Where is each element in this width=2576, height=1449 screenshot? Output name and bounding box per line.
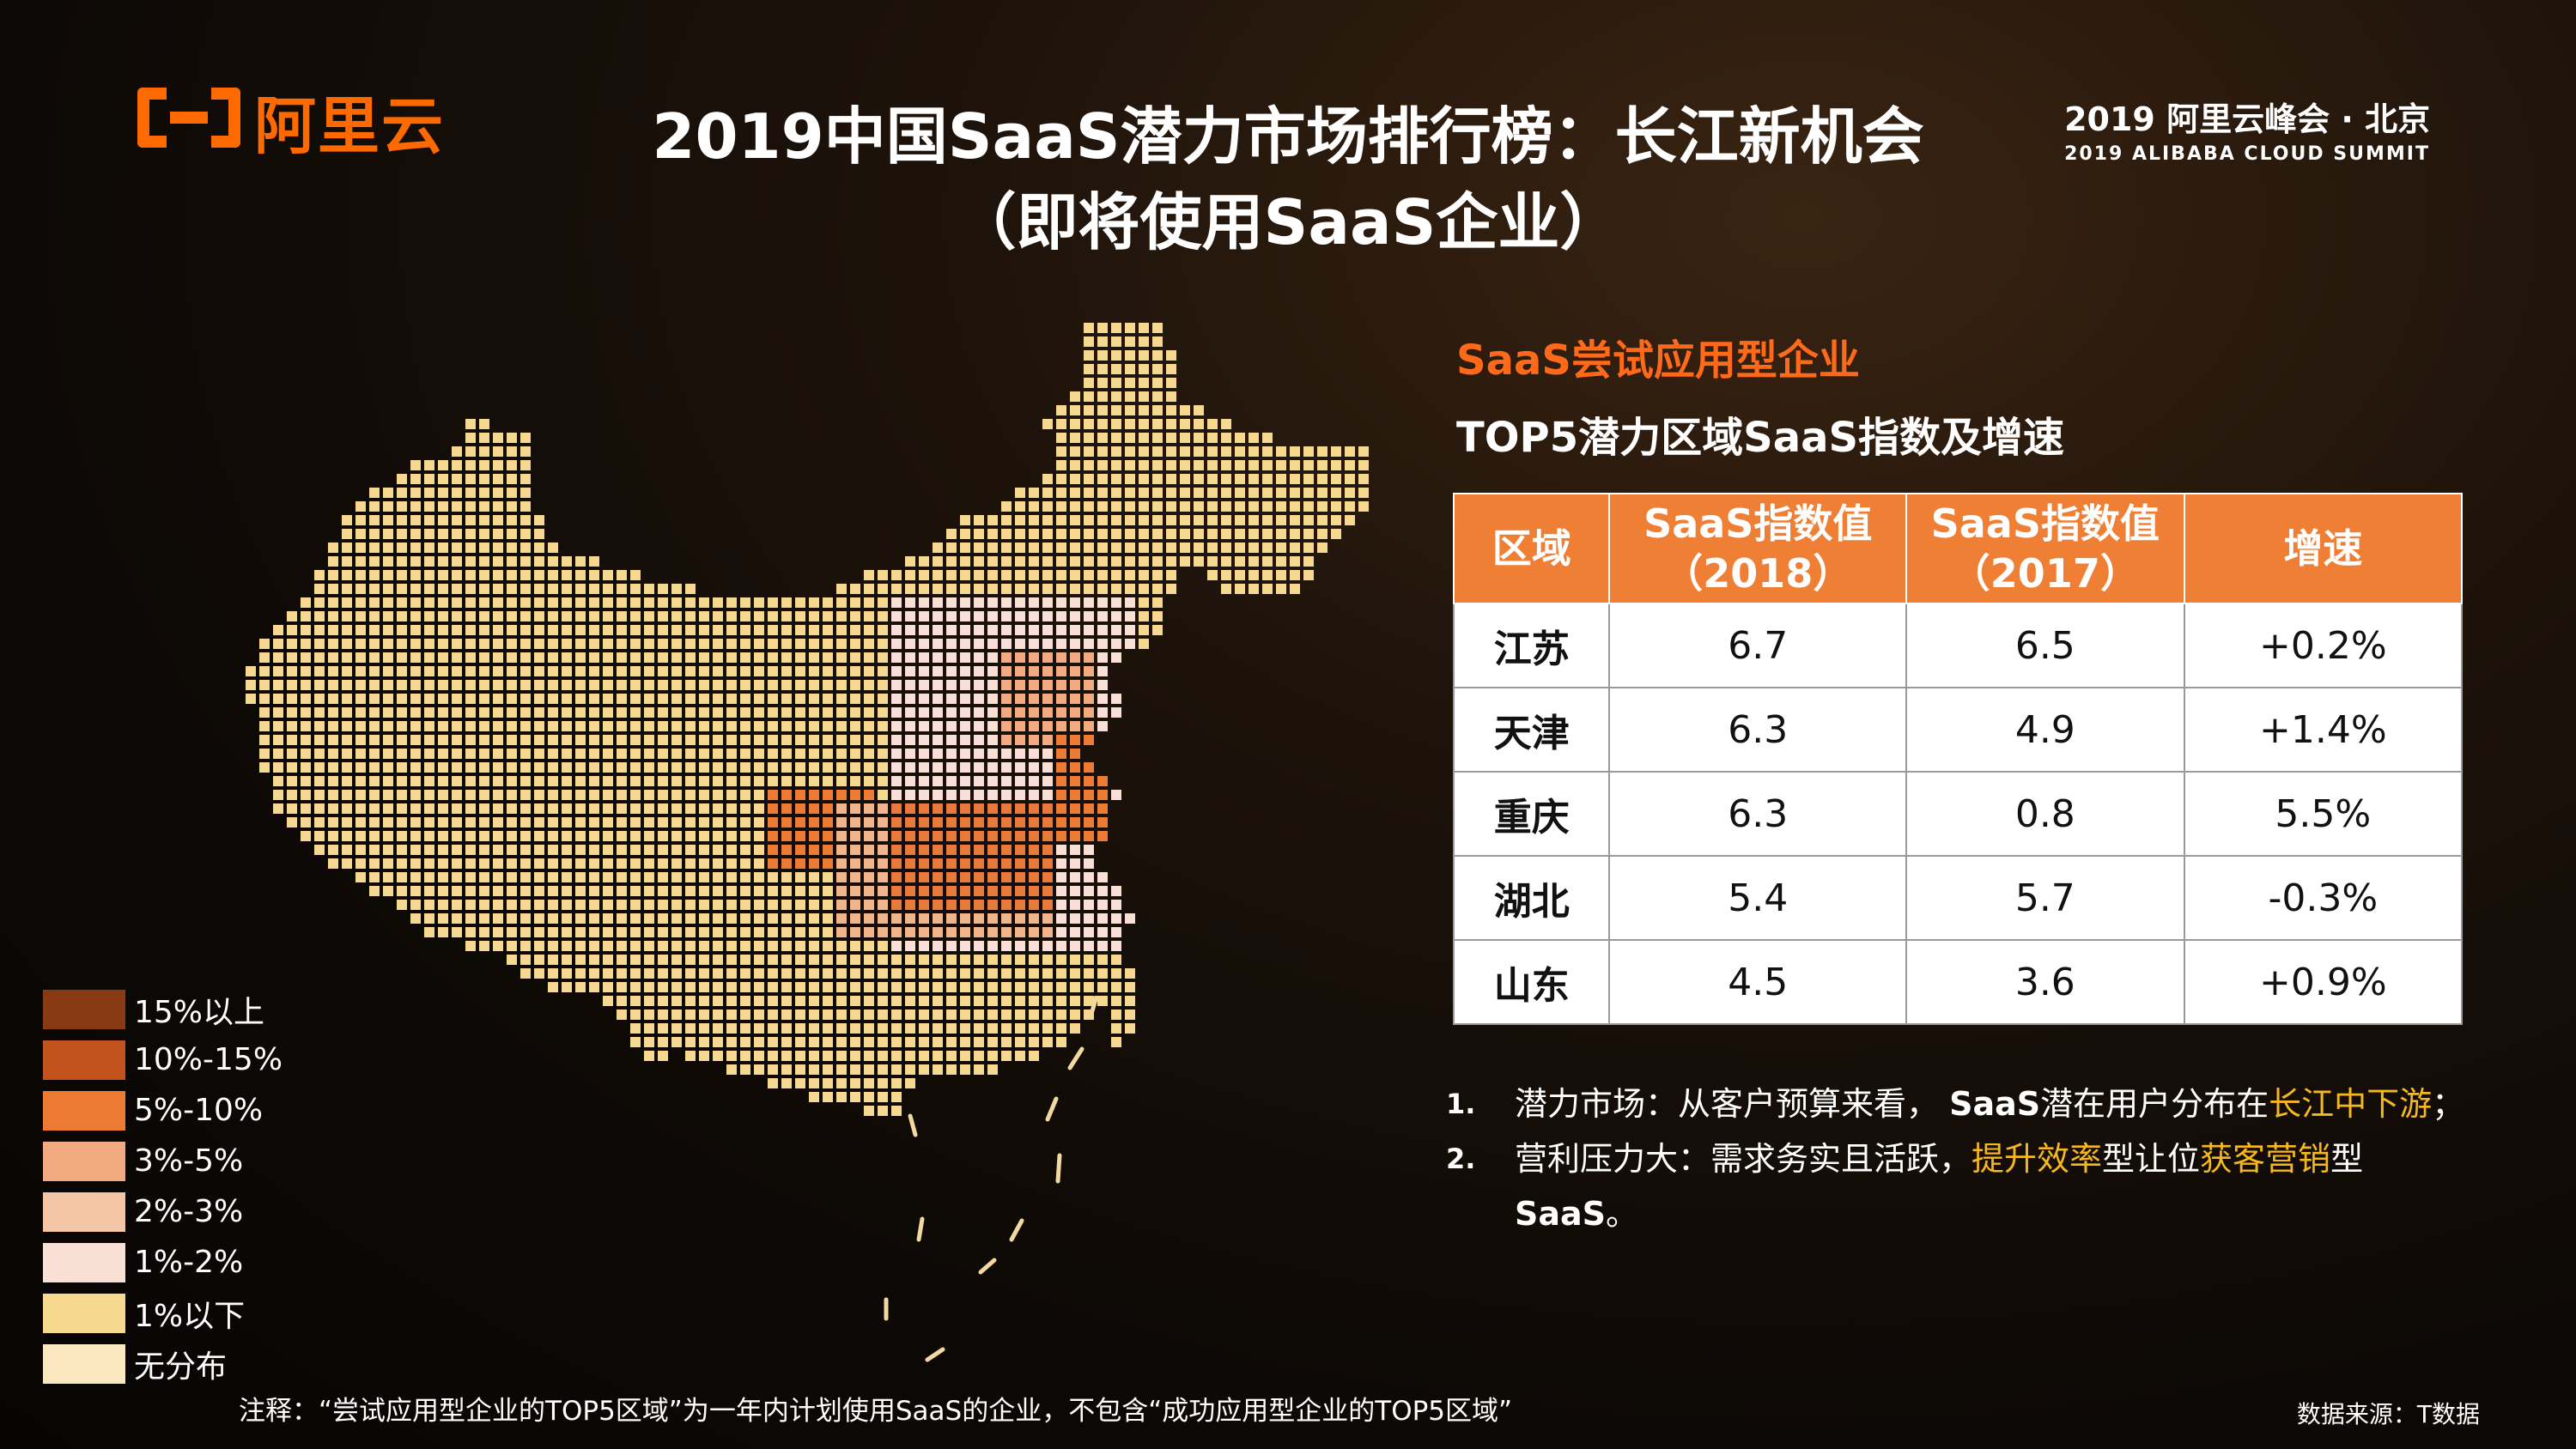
legend-item: 10%-15% [43,1034,283,1085]
logo-text: 阿里云 [254,89,446,162]
cell-growth: +0.2% [2183,603,2464,688]
cell-index-2017: 6.5 [1905,603,2185,688]
legend-item: 15%以上 [43,984,283,1034]
legend-item: 5%-10% [43,1085,283,1136]
nine-dash-line-icon [884,996,1099,1362]
cell-index-2017: 4.9 [1905,687,2185,773]
cell-index-2018: 6.3 [1608,771,1908,857]
legend-swatch [43,1343,125,1384]
legend-swatch [43,1293,125,1333]
page-title-line1: 2019中国SaaS潜力市场排行榜：长江新机会 [652,100,1924,173]
map-legend: 15%以上 10%-15% 5%-10% 3%-5% 2%-3% 1%-2% 1… [43,984,283,1389]
legend-swatch [43,1242,125,1282]
cell-region: 重庆 [1452,771,1611,857]
legend-label: 5%-10% [134,1093,264,1128]
header-growth: 增速 [2183,493,2464,604]
note-item: 1. 潜力市场：从客户预算来看， SaaS潜在用户分布在长江中下游； [1446,1085,2465,1123]
section-subtitle: SaaS尝试应用型企业 [1456,336,1860,385]
cell-index-2017: 3.6 [1905,939,2185,1025]
cell-growth: 5.5% [2183,771,2464,857]
cell-region: 湖北 [1452,855,1611,941]
legend-item: 3%-5% [43,1136,283,1186]
notes-list: 1. 潜力市场：从客户预算来看， SaaS潜在用户分布在长江中下游； 2. 营利… [1446,1076,2528,1241]
legend-label: 1%-2% [134,1245,244,1280]
cell-index-2018: 6.7 [1608,603,1908,688]
cell-index-2018: 5.4 [1608,855,1908,941]
cell-region: 江苏 [1452,603,1611,688]
aliyun-logo: 阿里云 [137,86,445,162]
note-item: 2. 营利压力大：需求务实且活跃，提升效率型让位获客营销型 [1446,1140,2364,1178]
table-row: 湖北 5.4 5.7 -0.3% [1452,855,2464,941]
note-item-continued: SaaS。 [1515,1195,1639,1233]
legend-label: 10%-15% [134,1042,283,1077]
legend-item: 2%-3% [43,1186,283,1237]
header-region: 区域 [1452,493,1611,604]
summit-subtitle: 2019 ALIBABA CLOUD SUMMIT [2064,143,2430,165]
table-row: 山东 4.5 3.6 +0.9% [1452,939,2464,1025]
legend-label: 无分布 [134,1349,228,1385]
legend-item: 1%以下 [43,1288,283,1338]
table-row: 江苏 6.7 6.5 +0.2% [1452,603,2464,688]
cell-index-2018: 4.5 [1608,939,1908,1025]
summit-title: 2019 阿里云峰会 · 北京 [2064,100,2430,138]
summit-badge: 2019 阿里云峰会 · 北京 2019 ALIBABA CLOUD SUMMI… [2064,93,2430,165]
table-row: 天津 6.3 4.9 +1.4% [1452,687,2464,773]
header-index-2017: SaaS指数值 （2017） [1905,493,2185,604]
cell-index-2018: 6.3 [1608,687,1908,773]
legend-swatch [43,1191,125,1232]
cell-index-2017: 0.8 [1905,771,2185,857]
legend-label: 15%以上 [134,994,265,1030]
page-title-line2: （即将使用SaaS企业） [954,186,1622,258]
legend-item: 1%-2% [43,1237,283,1288]
cell-index-2017: 5.7 [1905,855,2185,941]
legend-label: 1%以下 [134,1298,246,1334]
cell-growth: -0.3% [2183,855,2464,941]
cell-growth: +1.4% [2183,687,2464,773]
table-row: 重庆 6.3 0.8 5.5% [1452,771,2464,857]
data-source: 数据来源：T数据 [2296,1400,2480,1428]
footnote: 注释：“尝试应用型企业的TOP5区域”为一年内计划使用SaaS的企业，不包含“成… [239,1396,1513,1427]
legend-swatch [43,989,125,1029]
legend-swatch [43,1141,125,1181]
legend-label: 3%-5% [134,1143,244,1179]
cell-region: 天津 [1452,687,1611,773]
saas-index-table: 区域 SaaS指数值 （2018） SaaS指数值 （2017） 增速 江苏 6.7… [1452,493,2464,1025]
legend-swatch [43,1040,125,1080]
aliyun-bracket-logo-icon [137,88,240,153]
legend-label: 2%-3% [134,1194,244,1229]
header-index-2018: SaaS指数值 （2018） [1608,493,1908,604]
table-header-row: 区域 SaaS指数值 （2018） SaaS指数值 （2017） 增速 [1452,493,2464,604]
china-dot-map-icon [246,323,1369,1116]
cell-region: 山东 [1452,939,1611,1025]
legend-swatch [43,1090,125,1131]
cell-growth: +0.9% [2183,939,2464,1025]
table-title: TOP5潜力区域SaaS指数及增速 [1456,414,2065,462]
legend-item: 无分布 [43,1338,283,1389]
